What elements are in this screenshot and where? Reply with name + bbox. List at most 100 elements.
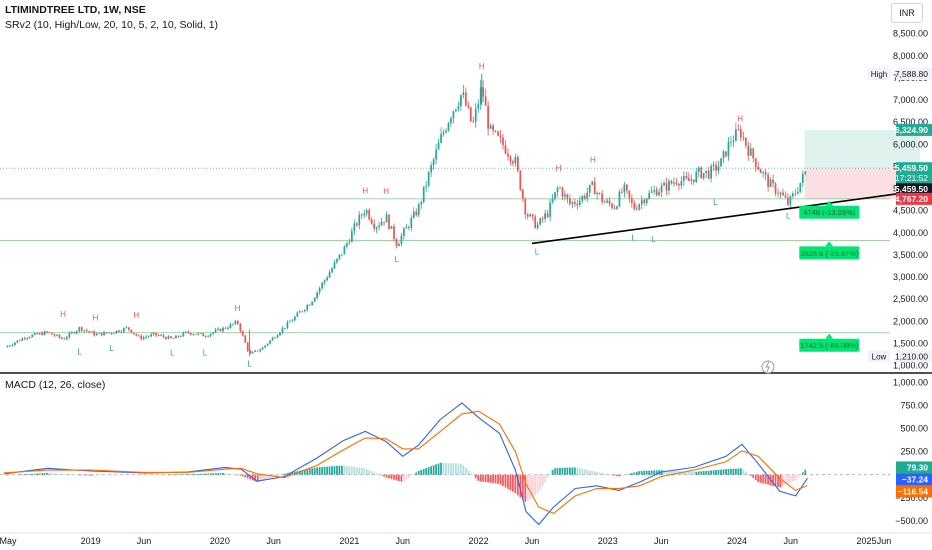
macd-histogram-bar[interactable] bbox=[417, 470, 420, 475]
candle-body[interactable] bbox=[725, 151, 727, 157]
candle-body[interactable] bbox=[707, 170, 710, 179]
candle-body[interactable] bbox=[296, 312, 299, 317]
candle-body[interactable] bbox=[774, 183, 777, 194]
macd-histogram-bar[interactable] bbox=[38, 473, 41, 475]
macd-histogram-bar[interactable] bbox=[328, 466, 331, 475]
candle-body[interactable] bbox=[80, 327, 83, 331]
candle-body[interactable] bbox=[43, 331, 46, 336]
macd-histogram-bar[interactable] bbox=[170, 474, 172, 476]
candle-body[interactable] bbox=[184, 331, 187, 333]
macd-histogram-bar[interactable] bbox=[784, 474, 787, 486]
macd-histogram-bar[interactable] bbox=[316, 467, 319, 475]
candle-body[interactable] bbox=[36, 333, 39, 335]
macd-histogram-bar[interactable] bbox=[90, 474, 93, 476]
candle-body[interactable] bbox=[680, 180, 683, 186]
macd-histogram-bar[interactable] bbox=[757, 474, 760, 483]
macd-histogram-bar[interactable] bbox=[333, 466, 336, 475]
candle-body[interactable] bbox=[373, 223, 376, 229]
macd-histogram-bar[interactable] bbox=[494, 474, 497, 484]
candle-body[interactable] bbox=[410, 217, 413, 228]
macd-histogram-bar[interactable] bbox=[197, 473, 200, 475]
macd-histogram-bar[interactable] bbox=[405, 474, 408, 480]
candle-body[interactable] bbox=[430, 165, 433, 173]
macd-histogram-bar[interactable] bbox=[31, 473, 34, 475]
macd-histogram-bar[interactable] bbox=[284, 473, 286, 475]
candle-body[interactable] bbox=[360, 214, 363, 216]
candle-body[interactable] bbox=[440, 134, 442, 143]
candle-body[interactable] bbox=[88, 331, 91, 333]
macd-histogram-bar[interactable] bbox=[573, 467, 576, 475]
macd-histogram-bar[interactable] bbox=[472, 474, 475, 476]
macd-histogram-bar[interactable] bbox=[256, 474, 259, 482]
candle-body[interactable] bbox=[393, 226, 395, 240]
candle-body[interactable] bbox=[536, 224, 539, 229]
candle-body[interactable] bbox=[303, 309, 306, 312]
candle-body[interactable] bbox=[407, 226, 410, 228]
candle-body[interactable] bbox=[509, 156, 512, 162]
candle-body[interactable] bbox=[286, 322, 289, 328]
macd-histogram-bar[interactable] bbox=[43, 473, 46, 475]
candle-body[interactable] bbox=[457, 106, 460, 110]
macd-histogram-bar[interactable] bbox=[373, 472, 376, 475]
macd-histogram-bar[interactable] bbox=[739, 468, 742, 475]
macd-histogram-bar[interactable] bbox=[462, 465, 465, 475]
candle-body[interactable] bbox=[365, 210, 368, 214]
candle-body[interactable] bbox=[559, 187, 561, 189]
candle-body[interactable] bbox=[93, 331, 96, 336]
candle-body[interactable] bbox=[306, 305, 309, 310]
candle-body[interactable] bbox=[172, 338, 175, 339]
macd-histogram-bar[interactable] bbox=[127, 474, 130, 476]
candle-body[interactable] bbox=[38, 332, 41, 335]
candle-body[interactable] bbox=[754, 158, 757, 168]
candle-body[interactable] bbox=[187, 331, 190, 333]
candle-body[interactable] bbox=[762, 172, 765, 174]
macd-histogram-bar[interactable] bbox=[611, 474, 613, 476]
macd-histogram-bar[interactable] bbox=[700, 471, 703, 475]
candle-body[interactable] bbox=[358, 214, 361, 226]
candle-body[interactable] bbox=[254, 350, 257, 352]
candle-body[interactable] bbox=[125, 327, 128, 329]
candle-body[interactable] bbox=[118, 330, 120, 332]
macd-histogram-bar[interactable] bbox=[663, 470, 665, 475]
macd-histogram-bar[interactable] bbox=[715, 470, 717, 475]
candle-body[interactable] bbox=[244, 335, 247, 343]
macd-histogram-bar[interactable] bbox=[9, 474, 11, 476]
candle-body[interactable] bbox=[73, 332, 76, 334]
macd-histogram-bar[interactable] bbox=[234, 474, 237, 476]
macd-histogram-bar[interactable] bbox=[313, 467, 316, 475]
macd-histogram-bar[interactable] bbox=[75, 474, 78, 476]
macd-histogram-bar[interactable] bbox=[78, 474, 81, 476]
macd-histogram-bar[interactable] bbox=[350, 466, 353, 475]
candle-body[interactable] bbox=[120, 331, 123, 333]
macd-histogram-bar[interactable] bbox=[13, 474, 16, 476]
macd-histogram-bar[interactable] bbox=[388, 474, 390, 479]
candle-body[interactable] bbox=[246, 342, 249, 351]
candle-body[interactable] bbox=[321, 282, 323, 289]
candle-body[interactable] bbox=[442, 132, 445, 135]
candle-body[interactable] bbox=[100, 332, 103, 336]
macd-histogram-bar[interactable] bbox=[430, 466, 433, 475]
macd-histogram-bar[interactable] bbox=[792, 474, 794, 482]
macd-histogram-bar[interactable] bbox=[772, 474, 774, 486]
candle-body[interactable] bbox=[801, 173, 804, 183]
candle-body[interactable] bbox=[271, 337, 274, 341]
candle-body[interactable] bbox=[140, 335, 143, 340]
macd-histogram-bar[interactable] bbox=[274, 474, 276, 477]
candle-body[interactable] bbox=[48, 332, 51, 333]
macd-histogram-bar[interactable] bbox=[640, 470, 643, 475]
candle-body[interactable] bbox=[167, 336, 170, 340]
candle-body[interactable] bbox=[799, 182, 802, 192]
macd-histogram-bar[interactable] bbox=[445, 462, 447, 475]
candle-body[interactable] bbox=[685, 176, 688, 179]
macd-histogram-bar[interactable] bbox=[370, 471, 373, 475]
macd-histogram-bar[interactable] bbox=[777, 474, 779, 488]
macd-histogram-bar[interactable] bbox=[172, 474, 175, 476]
macd-histogram-bar[interactable] bbox=[150, 474, 153, 476]
macd-histogram-bar[interactable] bbox=[395, 474, 398, 481]
macd-histogram-bar[interactable] bbox=[214, 473, 217, 475]
candle-body[interactable] bbox=[784, 195, 787, 198]
candle-body[interactable] bbox=[229, 324, 232, 328]
macd-histogram-bar[interactable] bbox=[653, 470, 656, 475]
macd-histogram-bar[interactable] bbox=[135, 474, 138, 476]
candle-body[interactable] bbox=[683, 176, 685, 181]
